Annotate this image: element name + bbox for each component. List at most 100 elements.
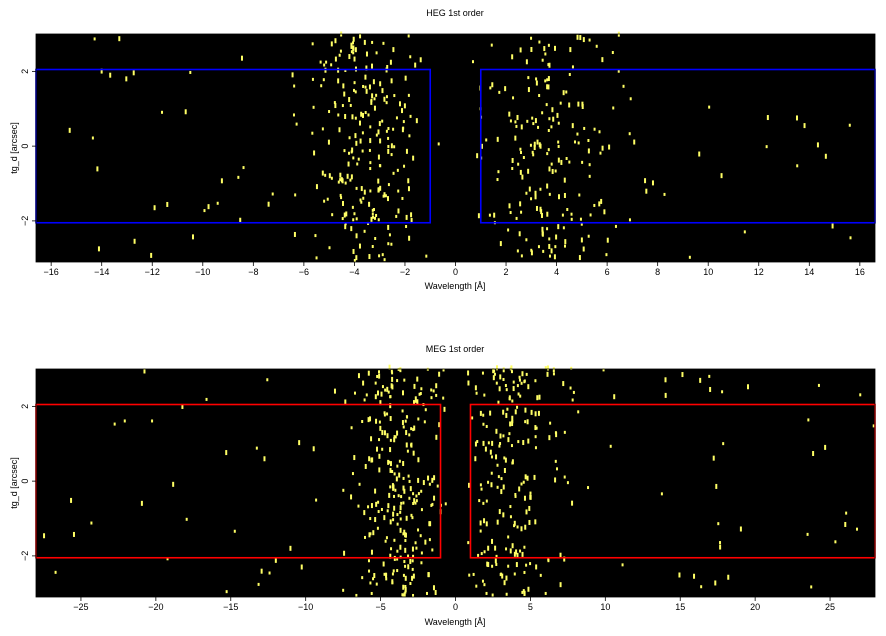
meg-event xyxy=(505,547,508,551)
meg-event xyxy=(391,371,394,375)
meg-event xyxy=(544,366,547,370)
heg-event xyxy=(546,211,549,217)
meg-event xyxy=(513,551,516,557)
heg-event xyxy=(588,38,591,42)
meg-event xyxy=(381,447,384,451)
heg-event xyxy=(565,90,568,94)
heg-event xyxy=(377,187,380,193)
heg-event xyxy=(382,41,385,45)
meg-event xyxy=(521,551,524,557)
meg-event xyxy=(528,519,531,525)
heg-event xyxy=(328,173,331,179)
meg-event xyxy=(151,419,154,423)
meg-event xyxy=(515,562,518,568)
heg-event xyxy=(535,80,538,86)
heg-event xyxy=(387,242,390,246)
meg-event xyxy=(402,584,405,590)
heg-event xyxy=(530,248,533,252)
meg-event xyxy=(527,586,530,592)
meg-event xyxy=(442,396,445,400)
heg-event xyxy=(532,122,535,126)
heg-event xyxy=(508,111,511,117)
meg-event xyxy=(181,403,184,409)
heg-event xyxy=(321,127,324,131)
meg-event xyxy=(413,400,416,406)
meg-event xyxy=(493,372,496,376)
heg-event xyxy=(388,233,391,237)
heg-event xyxy=(520,254,523,258)
meg-event xyxy=(494,558,497,564)
heg-event xyxy=(645,188,648,194)
heg-event xyxy=(409,114,412,118)
heg-xtick-label: −10 xyxy=(195,267,210,277)
meg-event xyxy=(409,581,412,585)
heg-panel: HEG 1st order Wavelength [Å] tg_d [arcse… xyxy=(9,8,876,291)
heg-event xyxy=(519,147,522,151)
meg-event xyxy=(477,553,480,557)
heg-event xyxy=(471,60,474,64)
heg-event xyxy=(407,93,410,97)
meg-event xyxy=(544,591,547,595)
heg-event xyxy=(497,170,500,174)
heg-event xyxy=(341,200,344,206)
heg-event xyxy=(525,59,528,65)
heg-event xyxy=(355,186,358,190)
meg-event xyxy=(523,379,526,383)
heg-event xyxy=(354,47,357,53)
heg-event xyxy=(512,96,515,100)
meg-event xyxy=(411,575,414,581)
meg-event xyxy=(397,494,400,498)
meg-event xyxy=(399,544,402,550)
heg-event xyxy=(374,237,377,241)
heg-event xyxy=(582,37,585,43)
heg-event xyxy=(360,200,363,204)
meg-event xyxy=(483,393,486,397)
heg-event xyxy=(341,104,344,108)
heg-event xyxy=(319,60,322,64)
heg-event xyxy=(550,125,553,129)
heg-event xyxy=(369,167,372,171)
meg-event xyxy=(527,384,530,390)
meg-event xyxy=(528,505,531,511)
heg-event xyxy=(403,164,406,168)
heg-event xyxy=(520,124,523,130)
meg-event xyxy=(509,421,512,427)
meg-event xyxy=(664,392,667,398)
heg-event xyxy=(496,136,499,142)
meg-event xyxy=(415,499,418,503)
meg-event xyxy=(485,499,488,503)
meg-event xyxy=(520,526,523,532)
heg-event xyxy=(530,46,533,52)
heg-event xyxy=(571,123,574,129)
meg-event xyxy=(432,389,435,393)
heg-event xyxy=(239,217,242,223)
meg-event xyxy=(367,505,370,509)
heg-event xyxy=(344,181,347,185)
heg-event xyxy=(334,103,337,109)
meg-event xyxy=(435,434,438,440)
meg-event xyxy=(413,383,416,389)
heg-event xyxy=(557,144,560,148)
heg-event xyxy=(803,123,806,129)
heg-event xyxy=(550,162,553,166)
heg-event xyxy=(343,149,346,153)
heg-event xyxy=(387,127,390,131)
meg-event xyxy=(432,585,435,591)
meg-event xyxy=(185,517,188,521)
heg-event xyxy=(293,231,296,237)
meg-event xyxy=(511,415,514,421)
heg-event xyxy=(407,186,410,192)
meg-event xyxy=(497,475,500,479)
heg-event xyxy=(372,79,375,85)
heg-event xyxy=(352,156,355,160)
meg-event xyxy=(499,442,502,446)
heg-event xyxy=(348,151,351,155)
heg-event xyxy=(531,116,534,120)
meg-event xyxy=(511,459,514,465)
meg-event xyxy=(353,455,356,461)
heg-event xyxy=(333,101,336,105)
meg-event xyxy=(375,446,378,452)
meg-event xyxy=(547,557,550,561)
heg-event xyxy=(369,161,372,165)
meg-event xyxy=(384,388,387,392)
